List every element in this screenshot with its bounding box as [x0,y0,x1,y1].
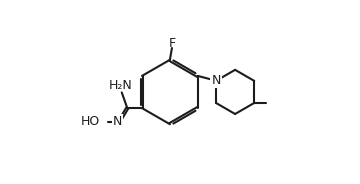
Text: N: N [211,74,221,87]
Text: HO: HO [81,115,100,128]
Text: N: N [113,115,122,128]
Text: N: N [211,74,221,87]
Text: F: F [169,38,176,50]
Text: H₂N: H₂N [109,79,133,92]
